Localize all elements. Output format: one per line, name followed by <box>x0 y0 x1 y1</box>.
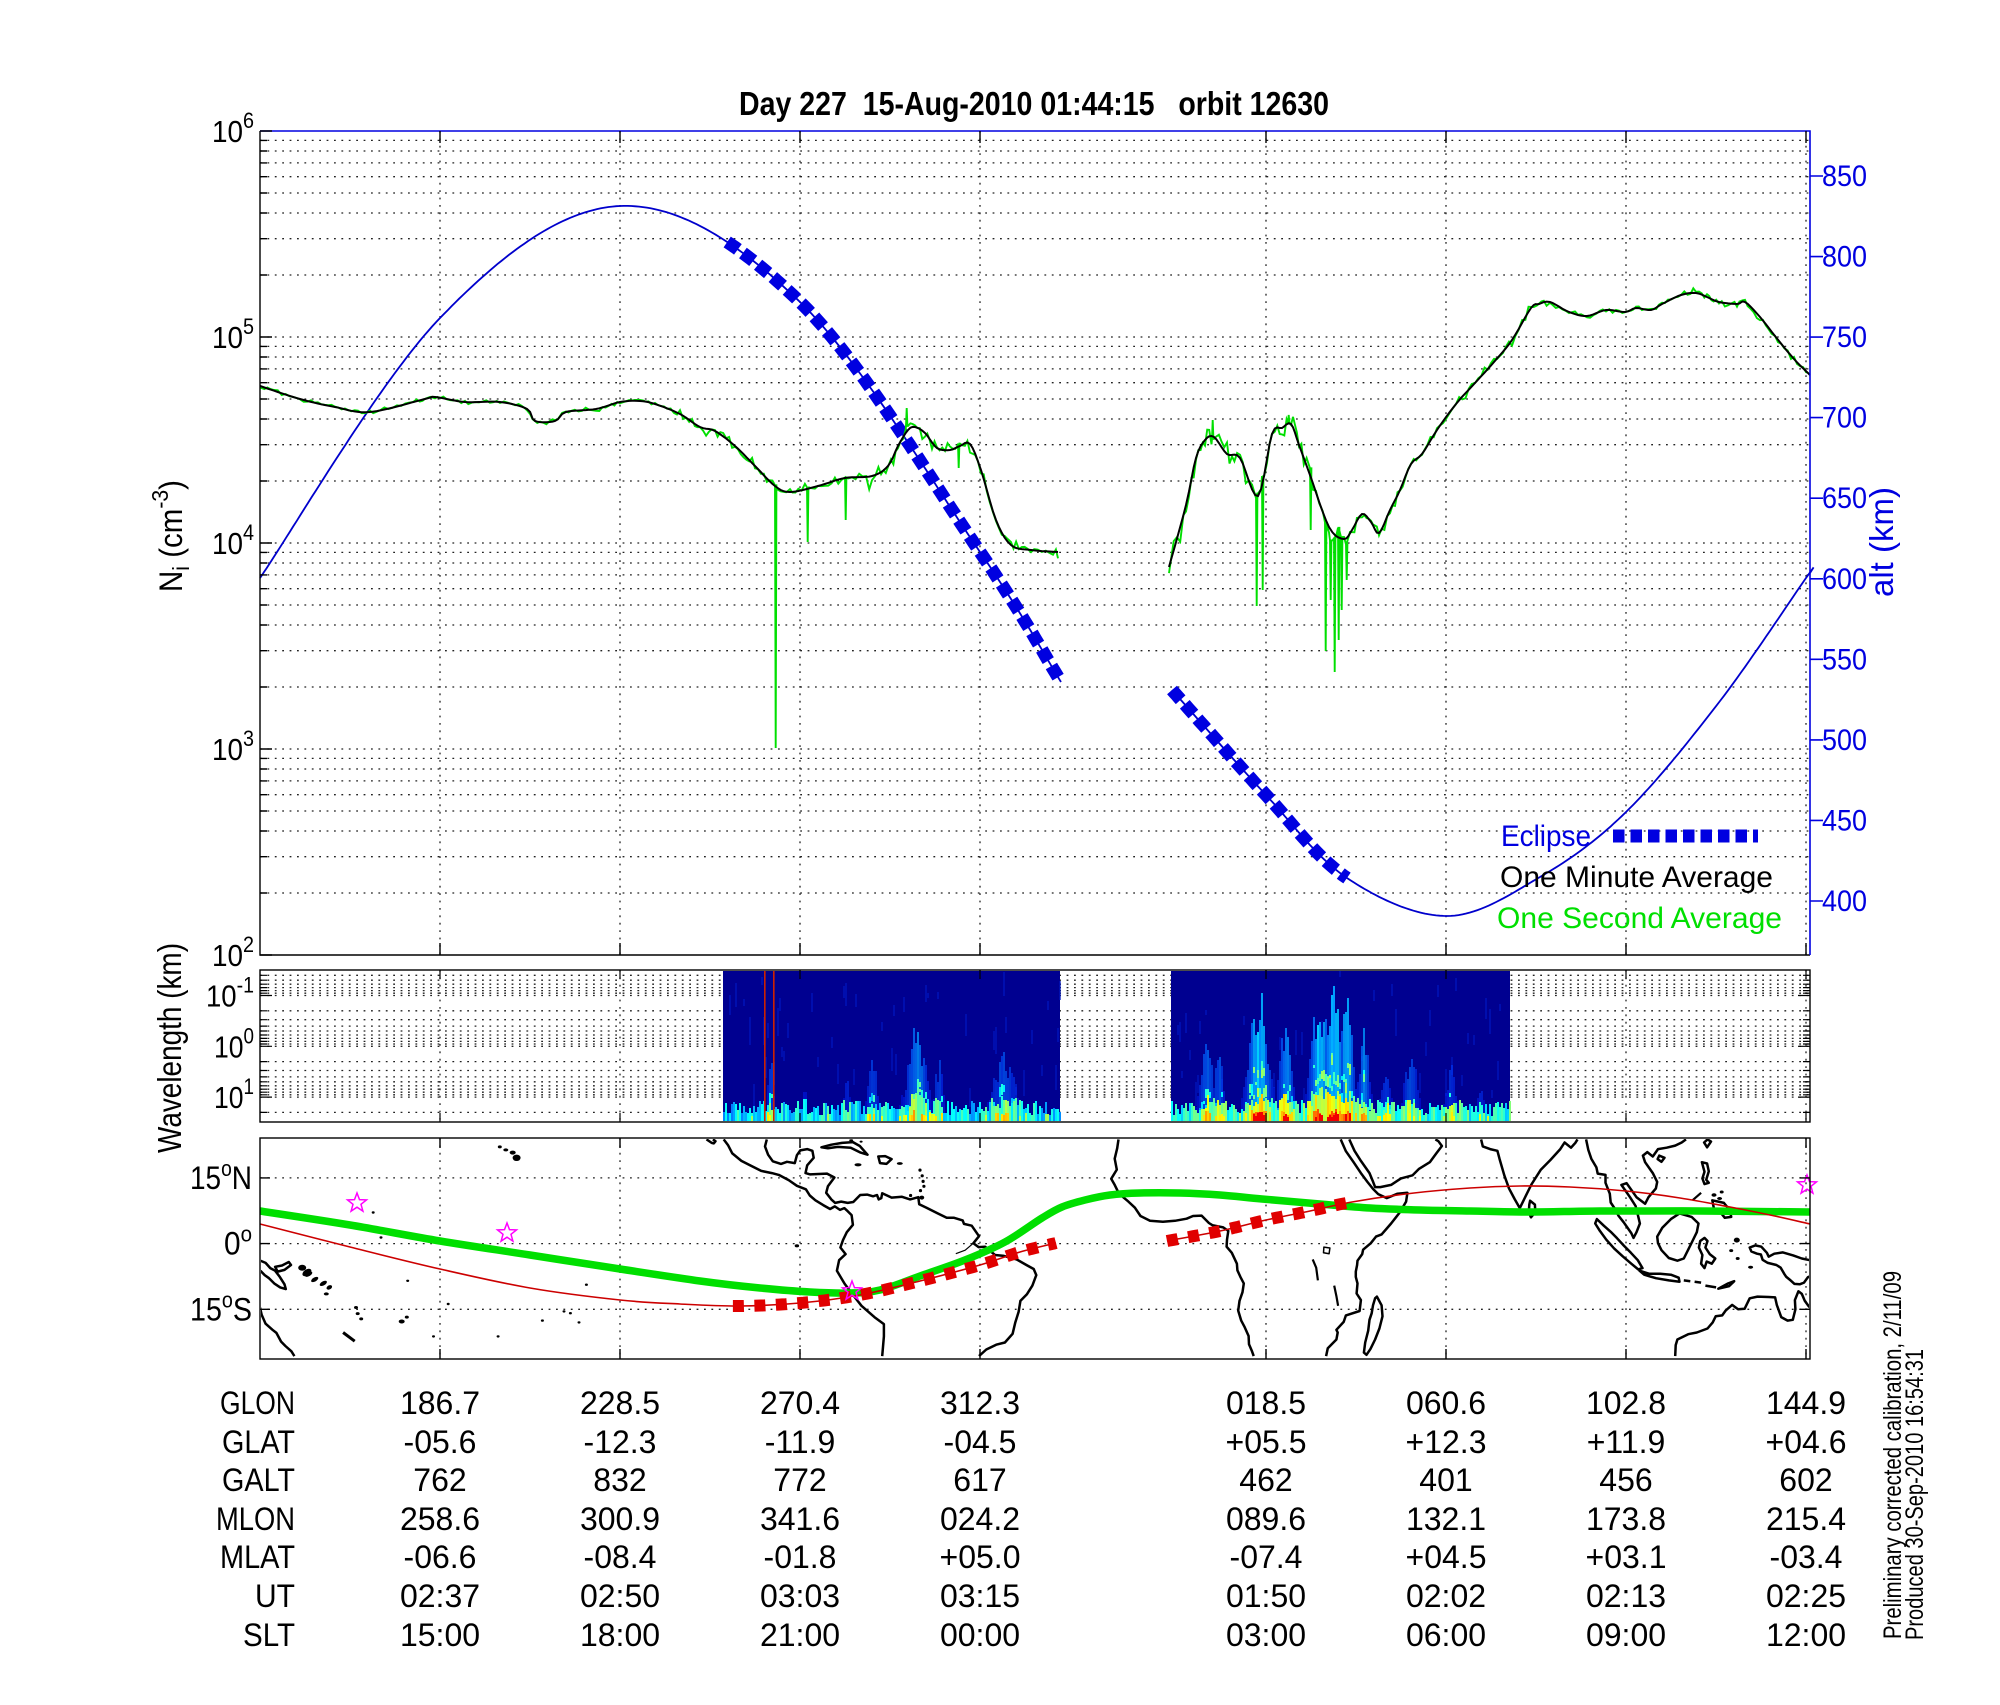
svg-text:500: 500 <box>1822 724 1867 757</box>
svg-text:One Second Average: One Second Average <box>1497 902 1782 935</box>
svg-text:228.5: 228.5 <box>580 1385 660 1421</box>
svg-text:02:13: 02:13 <box>1586 1578 1666 1614</box>
svg-text:+05.5: +05.5 <box>1226 1424 1307 1460</box>
svg-text:600: 600 <box>1822 563 1867 596</box>
svg-text:-06.6: -06.6 <box>404 1539 477 1575</box>
svg-text:456: 456 <box>1599 1462 1652 1498</box>
svg-text:02:50: 02:50 <box>580 1578 660 1614</box>
svg-text:100: 100 <box>214 1023 254 1064</box>
svg-text:-11.9: -11.9 <box>765 1424 836 1460</box>
svg-text:312.3: 312.3 <box>940 1385 1020 1421</box>
svg-text:+12.3: +12.3 <box>1406 1424 1487 1460</box>
svg-text:102: 102 <box>212 932 254 973</box>
svg-text:Eclipse: Eclipse <box>1501 820 1591 853</box>
svg-text:+04.6: +04.6 <box>1766 1424 1847 1460</box>
svg-text:SLT: SLT <box>243 1617 295 1653</box>
svg-text:-05.6: -05.6 <box>404 1424 477 1460</box>
svg-text:132.1: 132.1 <box>1406 1501 1486 1537</box>
svg-text:+11.9: +11.9 <box>1587 1424 1666 1460</box>
svg-text:341.6: 341.6 <box>760 1501 840 1537</box>
svg-text:06:00: 06:00 <box>1406 1617 1486 1653</box>
svg-text:03:00: 03:00 <box>1226 1617 1306 1653</box>
svg-text:270.4: 270.4 <box>760 1385 840 1421</box>
svg-text:106: 106 <box>212 108 254 149</box>
svg-text:03:15: 03:15 <box>940 1578 1020 1614</box>
svg-text:024.2: 024.2 <box>940 1501 1020 1537</box>
svg-text:550: 550 <box>1822 643 1867 676</box>
svg-text:One Minute Average: One Minute Average <box>1500 861 1773 894</box>
svg-text:15oN: 15oN <box>190 1156 252 1196</box>
svg-text:450: 450 <box>1822 804 1867 837</box>
svg-text:-12.3: -12.3 <box>584 1424 657 1460</box>
svg-text:800: 800 <box>1822 241 1867 274</box>
svg-text:0o: 0o <box>224 1222 252 1262</box>
svg-text:700: 700 <box>1822 402 1867 435</box>
svg-text:186.7: 186.7 <box>400 1385 480 1421</box>
svg-text:018.5: 018.5 <box>1226 1385 1306 1421</box>
svg-text:-04.5: -04.5 <box>944 1424 1017 1460</box>
svg-text:462: 462 <box>1239 1462 1292 1498</box>
svg-text:UT: UT <box>255 1578 295 1614</box>
svg-text:602: 602 <box>1779 1462 1832 1498</box>
svg-text:+05.0: +05.0 <box>940 1539 1021 1575</box>
svg-text:104: 104 <box>212 520 254 561</box>
svg-text:617: 617 <box>953 1462 1006 1498</box>
svg-text:258.6: 258.6 <box>400 1501 480 1537</box>
svg-text:03:03: 03:03 <box>760 1578 840 1614</box>
svg-text:02:02: 02:02 <box>1406 1578 1486 1614</box>
svg-text:+04.5: +04.5 <box>1406 1539 1487 1575</box>
svg-text:15oS: 15oS <box>190 1287 252 1327</box>
svg-text:102.8: 102.8 <box>1586 1385 1666 1421</box>
svg-text:02:25: 02:25 <box>1766 1578 1846 1614</box>
svg-text:21:00: 21:00 <box>760 1617 840 1653</box>
svg-text:-08.4: -08.4 <box>584 1539 657 1575</box>
svg-text:10-1: 10-1 <box>206 973 254 1014</box>
svg-text:144.9: 144.9 <box>1766 1385 1846 1421</box>
svg-text:18:00: 18:00 <box>580 1617 660 1653</box>
svg-text:GALT: GALT <box>222 1462 295 1498</box>
svg-text:215.4: 215.4 <box>1766 1501 1846 1537</box>
svg-text:300.9: 300.9 <box>580 1501 660 1537</box>
svg-text:650: 650 <box>1822 482 1867 515</box>
svg-text:+03.1: +03.1 <box>1586 1539 1667 1575</box>
svg-text:832: 832 <box>593 1462 646 1498</box>
svg-text:772: 772 <box>773 1462 826 1498</box>
svg-text:GLON: GLON <box>220 1385 295 1421</box>
svg-text:173.8: 173.8 <box>1586 1501 1666 1537</box>
svg-text:Ni (cm-3): Ni (cm-3) <box>147 480 194 592</box>
svg-text:GLAT: GLAT <box>222 1424 295 1460</box>
svg-text:MLON: MLON <box>216 1501 295 1537</box>
svg-text:15:00: 15:00 <box>400 1617 480 1653</box>
svg-text:-03.4: -03.4 <box>1770 1539 1843 1575</box>
svg-text:750: 750 <box>1822 321 1867 354</box>
svg-text:101: 101 <box>214 1074 254 1115</box>
svg-text:-07.4: -07.4 <box>1230 1539 1303 1575</box>
svg-text:401: 401 <box>1419 1462 1472 1498</box>
svg-text:060.6: 060.6 <box>1406 1385 1486 1421</box>
svg-text:400: 400 <box>1822 885 1867 918</box>
svg-text:alt (km): alt (km) <box>1863 487 1900 597</box>
svg-text:09:00: 09:00 <box>1586 1617 1666 1653</box>
svg-text:Day 227 15-Aug-2010 01:44:15: Day 227 15-Aug-2010 01:44:15 orbit 12630 <box>739 85 1329 122</box>
svg-text:12:00: 12:00 <box>1766 1617 1846 1653</box>
svg-text:Wavelength (km): Wavelength (km) <box>151 943 188 1153</box>
svg-text:-01.8: -01.8 <box>764 1539 837 1575</box>
svg-text:762: 762 <box>413 1462 466 1498</box>
svg-text:01:50: 01:50 <box>1226 1578 1306 1614</box>
svg-text:Preliminary corrected calibrat: Preliminary corrected calibration, 2/11/… <box>1879 1271 1907 1639</box>
svg-text:103: 103 <box>212 726 254 767</box>
svg-text:Produced 30-Sep-2010 16:54:31: Produced 30-Sep-2010 16:54:31 <box>1901 1349 1929 1640</box>
svg-text:MLAT: MLAT <box>220 1539 295 1575</box>
svg-text:02:37: 02:37 <box>400 1578 480 1614</box>
svg-text:850: 850 <box>1822 160 1867 193</box>
svg-text:00:00: 00:00 <box>940 1617 1020 1653</box>
svg-text:105: 105 <box>212 314 254 355</box>
svg-text:089.6: 089.6 <box>1226 1501 1306 1537</box>
